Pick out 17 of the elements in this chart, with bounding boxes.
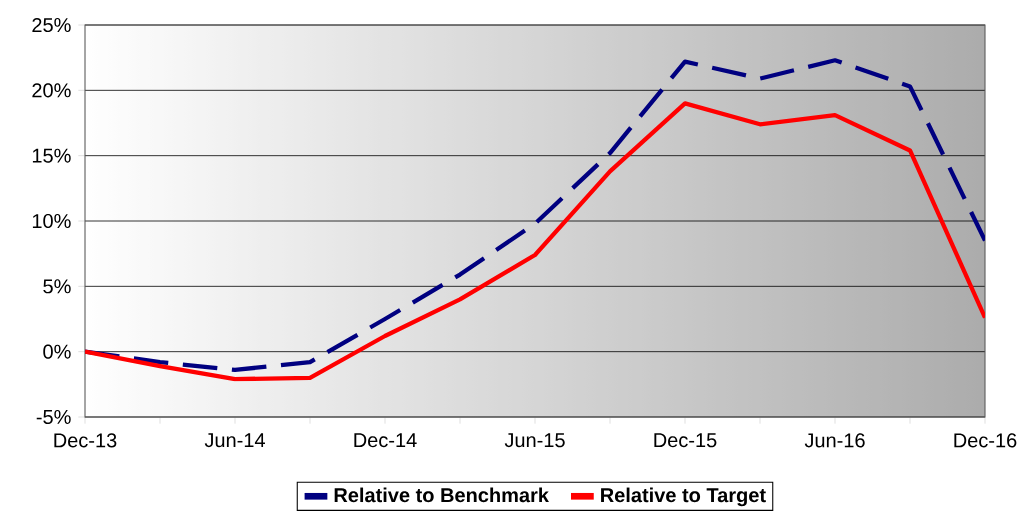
legend-label: Relative to Target	[601, 487, 766, 507]
y-tick-label: -5%	[36, 409, 71, 425]
x-tick-label: Jun-16	[804, 433, 865, 448]
line-series	[85, 101, 986, 382]
x-tick-label: Dec-15	[654, 433, 717, 448]
y-tick-label: 20%	[32, 83, 71, 98]
y-tick-label: 15%	[32, 148, 71, 163]
x-tick-label: Dec-13	[54, 433, 117, 448]
y-tick-label: 25%	[32, 17, 71, 33]
legend-label: Relative to Benchmark	[334, 487, 549, 503]
x-tick-label: Jun-14	[204, 433, 265, 448]
y-tick-label: 5%	[43, 279, 71, 294]
x-tick-label: Dec-14	[354, 433, 417, 448]
x-tick-label: Dec-16	[954, 433, 1017, 448]
y-tick-label: 10%	[32, 213, 71, 229]
x-tick-label: Jun-15	[504, 433, 565, 448]
y-tick-label: 0%	[43, 344, 71, 359]
